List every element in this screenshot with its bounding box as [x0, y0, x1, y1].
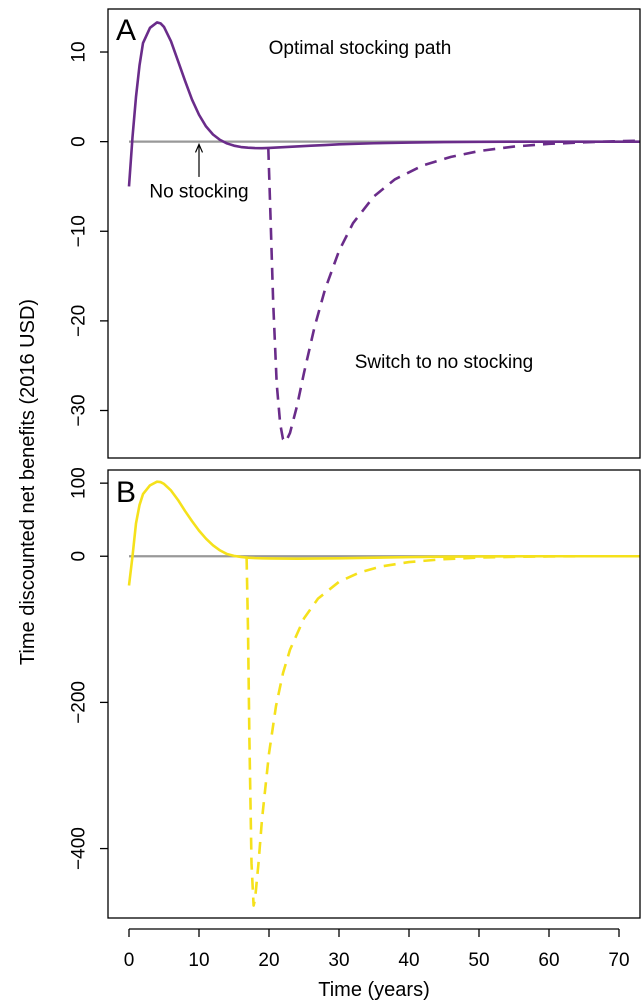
y-tick-label: −30	[69, 394, 90, 426]
y-tick-label: 100	[69, 467, 90, 499]
series-optimal-dashed-line	[245, 554, 640, 907]
x-tick-label: 50	[468, 950, 489, 971]
panel-letter: B	[116, 476, 136, 509]
series-optimal-solid-line	[127, 480, 640, 586]
x-tick-label: 60	[538, 950, 559, 971]
series-optimal-solid-line	[127, 21, 640, 187]
series-optimal-dashed-line	[267, 139, 641, 444]
x-axis-label: Time (years)	[318, 979, 429, 1001]
y-tick-label: −400	[69, 827, 90, 870]
y-tick-label: −200	[69, 681, 90, 724]
y-tick-label: 0	[69, 136, 90, 147]
x-tick-label: 40	[398, 950, 419, 971]
x-tick-label: 70	[608, 950, 629, 971]
panel-letter: A	[116, 14, 136, 47]
x-tick-label: 10	[188, 950, 209, 971]
plot-frame	[107, 8, 641, 459]
annotation-label: Optimal stocking path	[269, 38, 452, 59]
x-tick-label: 0	[124, 950, 135, 971]
x-tick-label: 30	[328, 950, 349, 971]
y-tick-label: −10	[69, 215, 90, 247]
panel-a: 10 0 −10 −20 −30 A Optimal stocking path No sto…	[69, 8, 641, 459]
y-axis-label: Time discounted net benefits (2016 USD)	[17, 299, 39, 665]
panel-b: 100 0 −200 −400 B	[69, 467, 641, 919]
x-tick-label: 20	[258, 950, 279, 971]
plot-frame	[107, 469, 641, 919]
annotation-label: Switch to no stocking	[355, 352, 533, 373]
y-tick-label: 10	[69, 41, 90, 62]
x-axis: 0 10 20 30 40 50 60 70	[124, 928, 630, 971]
y-tick-label: 0	[69, 551, 90, 562]
annotation-label: No stocking	[149, 182, 248, 203]
y-tick-label: −20	[69, 305, 90, 337]
annotation-arrowhead	[194, 142, 204, 153]
